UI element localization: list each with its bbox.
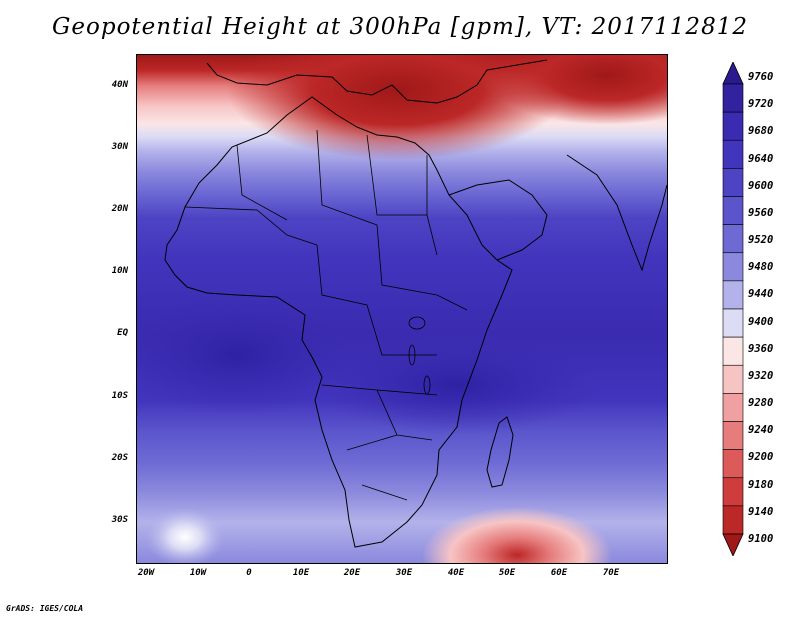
africa-coastline xyxy=(164,96,513,548)
x-tick-40e: 40E xyxy=(447,568,465,578)
x-tick-0: 0 xyxy=(246,568,252,578)
colorbar-label: 9600 xyxy=(748,179,774,192)
colorbar-cell xyxy=(722,168,744,197)
credit-text: GrADS: IGES/COLA xyxy=(6,604,84,613)
arabia-coastline xyxy=(448,179,548,261)
x-tick-70e: 70E xyxy=(602,568,620,578)
colorbar-label: 9520 xyxy=(748,234,774,247)
colorbar-top-arrow xyxy=(722,62,744,85)
colorbar-cell xyxy=(722,308,744,338)
colorbar-cell xyxy=(722,83,744,113)
y-tick-30n: 30N xyxy=(111,142,128,152)
colorbar-label: 9680 xyxy=(748,125,774,138)
y-tick-eq: EQ xyxy=(117,328,128,338)
colorbar-label: 9400 xyxy=(748,315,774,328)
colorbar-cell xyxy=(722,139,744,169)
colorbar-cell xyxy=(722,280,744,310)
colorbar-cell xyxy=(722,421,744,450)
x-tick-30e: 30E xyxy=(395,568,413,578)
southeast-low xyxy=(422,507,612,563)
india-coastline xyxy=(566,154,667,272)
colorbar-label: 9640 xyxy=(748,152,774,165)
x-tick-10e: 10E xyxy=(292,568,310,578)
colorbar-cell xyxy=(722,477,744,507)
y-tick-30s: 30S xyxy=(111,515,128,525)
colorbar-cell xyxy=(722,111,744,141)
x-tick-20e: 20E xyxy=(343,568,361,578)
tropical-high-west xyxy=(137,295,357,415)
colorbar-label: 9560 xyxy=(748,206,774,219)
map-plot xyxy=(137,55,667,563)
colorbar-label: 9280 xyxy=(748,397,774,410)
madagascar-coastline xyxy=(486,416,514,488)
asia-low xyxy=(487,55,667,125)
map-panel xyxy=(136,54,668,564)
x-tick-60e: 60E xyxy=(550,568,568,578)
colorbar-label: 9440 xyxy=(748,288,774,301)
colorbar-cell xyxy=(722,505,744,535)
x-tick-20w: 20W xyxy=(137,568,155,578)
lakes xyxy=(408,316,431,395)
colorbar-bottom-arrow xyxy=(722,533,744,556)
colorbar-label: 9720 xyxy=(748,98,774,111)
y-tick-10s: 10S xyxy=(111,391,128,401)
colorbar-cell xyxy=(722,196,744,225)
x-tick-50e: 50E xyxy=(498,568,516,578)
colorbar-label: 9140 xyxy=(748,505,774,518)
y-tick-20s: 20S xyxy=(111,453,128,463)
europe-coastline xyxy=(206,59,548,104)
colorbar-label: 9360 xyxy=(748,342,774,355)
y-tick-20n: 20N xyxy=(111,204,128,214)
colorbar-label: 9180 xyxy=(748,478,774,491)
colorbar-cell xyxy=(722,364,744,394)
chart-title: Geopotential Height at 300hPa [gpm], VT:… xyxy=(52,14,748,40)
colorbar xyxy=(722,62,744,556)
colorbar-label: 9760 xyxy=(748,71,774,83)
colorbar-label: 9480 xyxy=(748,261,774,274)
mediterranean-low xyxy=(227,55,567,160)
colorbar-cell xyxy=(722,252,744,282)
y-tick-10n: 10N xyxy=(111,266,128,276)
colorbar-label: 9240 xyxy=(748,424,774,437)
colorbar-label: 9200 xyxy=(748,451,774,464)
y-tick-40n: 40N xyxy=(111,80,128,90)
colorbar-cell xyxy=(722,393,744,422)
tropical-high-east xyxy=(317,335,597,435)
colorbar-cell xyxy=(722,449,744,479)
colorbar-cell xyxy=(722,224,744,254)
x-tick-10w: 10W xyxy=(189,568,207,578)
southwest-high xyxy=(145,507,225,563)
colorbar-label: 9320 xyxy=(748,369,774,382)
colorbar-cell xyxy=(722,336,744,366)
colorbar-label: 9100 xyxy=(748,533,774,545)
